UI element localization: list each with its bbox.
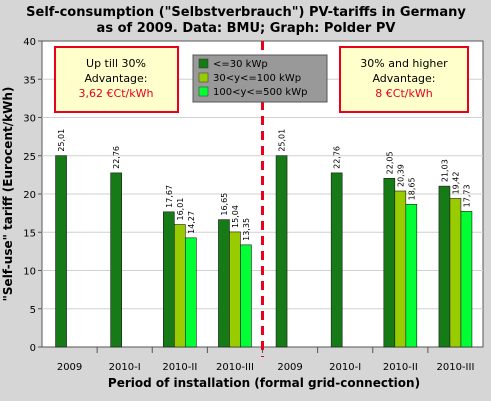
value-label: 15,04 [231, 205, 240, 228]
legend-label-2: 30<y<=100 kWp [213, 73, 301, 84]
y-tick-label: 5 [30, 305, 36, 316]
left-note-frame [54, 46, 179, 113]
legend-frame [192, 54, 328, 103]
legend-label-1: <=30 kWp [213, 59, 268, 70]
bar [55, 155, 67, 348]
value-label: 17,73 [462, 184, 471, 207]
bar [438, 185, 451, 348]
right-note-line2: Advantage: [372, 72, 435, 85]
left-note-box: Up till 30% Advantage: 3,62 €Ct/kWh [54, 46, 179, 113]
value-label: 17,67 [165, 185, 174, 208]
chart-title-line1: Self-consumption ("Selbstverbrauch") PV-… [26, 5, 466, 20]
right-note-box: 30% and higher Advantage: 8 €Ct/kWh [339, 46, 469, 113]
value-label: 16,01 [176, 198, 185, 221]
x-tick-label: 2010-I [109, 362, 141, 373]
legend-label-3: 100<y<=500 kWp [213, 87, 307, 98]
bars [55, 155, 473, 348]
bar [394, 190, 407, 348]
bar [174, 224, 186, 348]
bar [460, 211, 473, 348]
y-tick-label: 25 [23, 152, 36, 163]
y-tick-label: 20 [23, 190, 36, 201]
value-label: 13,35 [242, 218, 251, 241]
value-label: 25,01 [278, 129, 287, 152]
bar [110, 172, 122, 348]
left-note-line3: 3,62 €Ct/kWh [79, 87, 154, 100]
x-axis-ticks: 2009 2010-I 2010-II 2010-III 2009 2010-I 2010-… [57, 347, 474, 373]
chart-title-line2: as of 2009. Data: BMU; Graph: Polder PV [97, 21, 396, 36]
bar [383, 178, 396, 348]
value-label: 18,65 [407, 177, 416, 200]
y-tick-label: 15 [23, 228, 36, 239]
value-label: 20,39 [396, 164, 405, 187]
legend-swatch-3 [198, 86, 209, 97]
right-note-line1: 30% and higher [360, 57, 448, 70]
value-label: 25,01 [57, 129, 66, 152]
legend-swatch-1 [198, 58, 209, 69]
legend-swatch-2 [198, 72, 209, 83]
value-label: 19,42 [451, 172, 460, 195]
value-label: 22,76 [112, 146, 121, 169]
value-label: 16,65 [220, 193, 229, 216]
x-tick-label: 2010-I [329, 362, 361, 373]
legend: <=30 kWp 30<y<=100 kWp 100<y<=500 kWp [192, 54, 328, 103]
right-note-frame [339, 46, 469, 113]
x-tick-label: 2009 [277, 362, 302, 373]
y-axis-label: "Self-use" tariff (Eurocent/kWh) [1, 87, 15, 302]
y-axis-ticks: 0 5 10 15 20 25 30 35 40 [23, 37, 42, 354]
bar [405, 204, 418, 348]
y-tick-label: 35 [23, 75, 36, 86]
bar [218, 219, 230, 348]
x-axis-label: Period of installation (formal grid-conn… [108, 376, 420, 390]
left-note-line2: Advantage: [84, 72, 147, 85]
y-tick-label: 30 [23, 114, 36, 125]
value-label: 21,03 [440, 159, 449, 182]
bar [275, 155, 288, 348]
y-tick-label: 40 [23, 37, 36, 48]
bar [449, 198, 462, 348]
bar [163, 211, 175, 348]
x-tick-label: 2010-III [216, 362, 254, 373]
x-tick-label: 2010-II [383, 362, 418, 373]
x-tick-label: 2009 [57, 362, 82, 373]
x-tick-label: 2010-III [436, 362, 474, 373]
value-label: 22,05 [385, 151, 394, 174]
x-tick-label: 2010-II [162, 362, 197, 373]
value-label: 14,27 [187, 211, 196, 234]
bar [229, 231, 241, 348]
bar [185, 237, 197, 348]
y-tick-label: 0 [30, 343, 36, 354]
bar [330, 172, 343, 348]
right-note-line3: 8 €Ct/kWh [375, 87, 432, 100]
value-label: 22,76 [333, 146, 342, 169]
y-tick-label: 10 [23, 267, 36, 278]
bar [240, 244, 252, 348]
left-note-line1: Up till 30% [86, 57, 146, 70]
